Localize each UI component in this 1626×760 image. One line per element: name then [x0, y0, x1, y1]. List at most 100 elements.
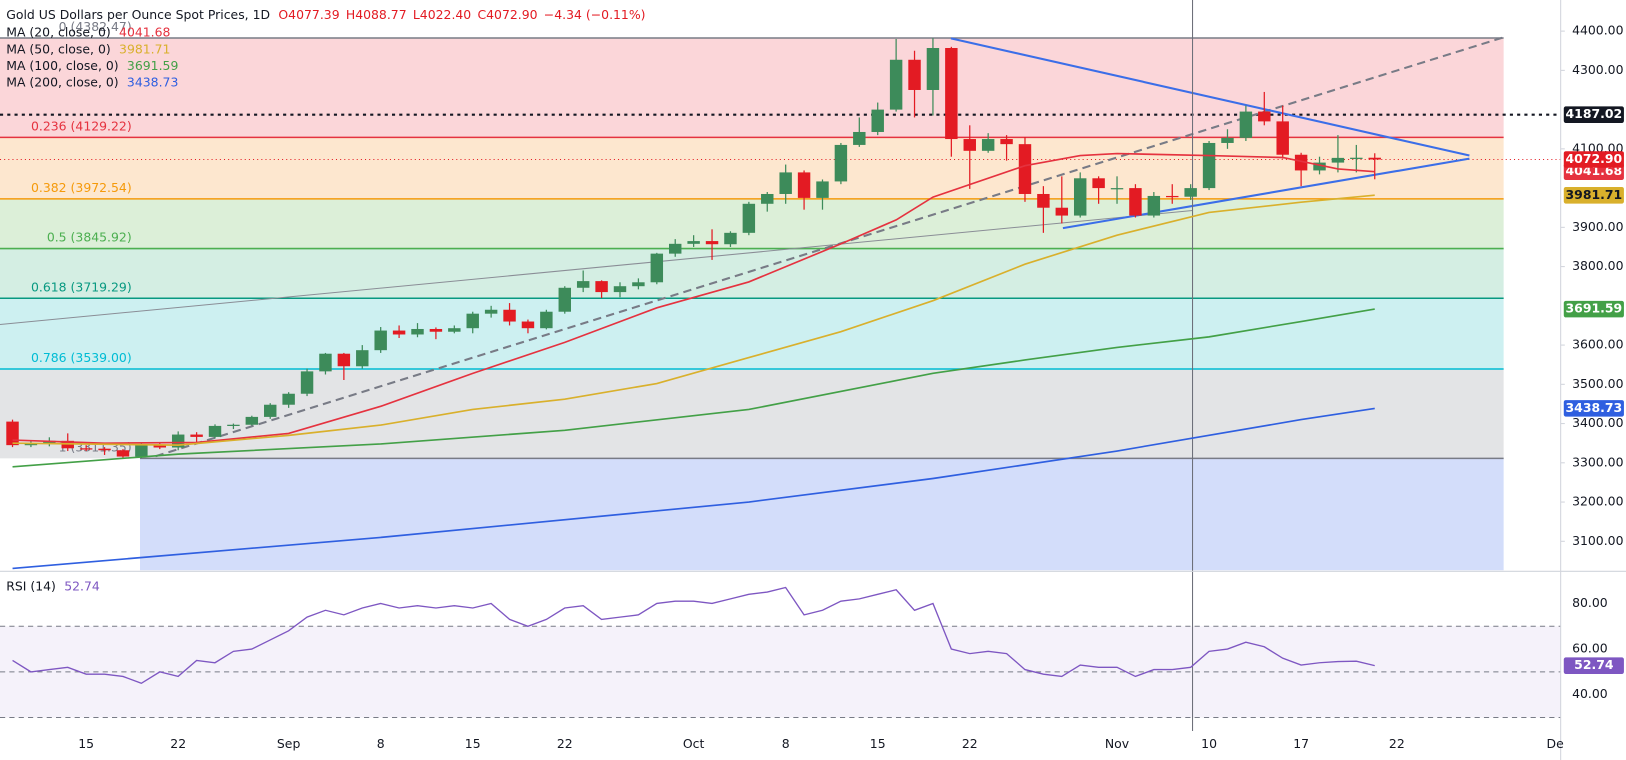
ohlc-value: L4022.40: [413, 7, 471, 22]
fib-zone: [139, 458, 1504, 571]
candle-body: [1239, 111, 1253, 138]
candle-body: [669, 243, 682, 254]
moving-average: [12, 407, 1375, 570]
legend-name: MA (100, close, 0): [6, 58, 118, 73]
candle-body: [1276, 121, 1289, 155]
price-tag-label: 4187.02: [1566, 106, 1623, 121]
x-tick-label: 15: [78, 736, 94, 751]
legend-value: 3691.59: [127, 58, 179, 73]
ohlc-value: O4077.39: [278, 7, 339, 22]
candle-body: [871, 109, 884, 132]
candle-body: [816, 181, 829, 198]
candle-body: [190, 434, 203, 437]
rsi-value: 52.74: [64, 578, 100, 593]
x-tick-label: Sep: [277, 736, 301, 751]
candle-body: [466, 313, 479, 329]
candle-body: [282, 393, 295, 405]
chart-title: Gold US Dollars per Ounce Spot Prices, 1…: [6, 7, 270, 22]
y-tick-label: 4300.00: [1572, 62, 1624, 77]
candle-body: [945, 47, 958, 140]
candle-body: [245, 416, 259, 425]
candle-body: [374, 330, 387, 351]
y-tick-label: 3600.00: [1572, 337, 1624, 352]
x-tick-label: 15: [465, 736, 481, 751]
rsi-tick-label: 80.00: [1572, 595, 1608, 610]
fib-label: 0.786 (3539.00): [31, 350, 132, 365]
x-tick-label: 22: [170, 736, 186, 751]
x-tick-label: De: [1547, 736, 1564, 751]
candle-body: [1368, 157, 1381, 160]
candle-body: [595, 281, 608, 293]
x-tick-label: 8: [377, 736, 385, 751]
legend-name: MA (50, close, 0): [6, 41, 111, 56]
candle-body: [411, 328, 424, 335]
candle-body: [98, 448, 111, 451]
rsi-name: RSI (14): [6, 578, 56, 593]
series-layer: 4400.004300.004100.003900.003800.003600.…: [6, 23, 1624, 751]
candle-body: [1055, 207, 1069, 216]
candle-body: [558, 287, 571, 312]
candle-body: [448, 328, 461, 332]
candle-body: [632, 282, 645, 287]
fib-label: 0.236 (4129.22): [31, 119, 132, 134]
candle-body: [650, 253, 664, 283]
price-tag: [1563, 151, 1624, 168]
candle-body: [43, 440, 56, 444]
ohlc-value: −4.34 (−0.11%): [544, 7, 646, 22]
fib-label: 0.618 (3719.29): [31, 279, 132, 294]
candle-body: [392, 330, 406, 335]
candle-body: [79, 448, 93, 450]
candle-body: [1037, 193, 1050, 208]
candle-body: [116, 450, 130, 457]
candle-body: [227, 424, 240, 426]
candle-body: [1147, 195, 1161, 216]
candle-body: [981, 139, 995, 151]
price-tag-label: 3981.71: [1566, 187, 1623, 202]
x-tick-label: 17: [1293, 736, 1309, 751]
candle-body: [337, 353, 351, 367]
candle-body: [761, 193, 774, 204]
y-tick-label: 3300.00: [1572, 454, 1624, 469]
rsi-tag-label: 52.74: [1574, 657, 1614, 672]
moving-average: [12, 308, 1375, 468]
legend-name: MA (200, close, 0): [6, 74, 118, 89]
candle-body: [521, 321, 535, 329]
moving-average: [12, 152, 1375, 444]
y-tick-label: 3900.00: [1572, 219, 1624, 234]
ohlc-value: H4088.77: [346, 7, 407, 22]
candle-body: [1313, 162, 1326, 171]
candle-body: [1092, 178, 1105, 189]
candle-body: [889, 59, 903, 110]
candle-body: [613, 286, 627, 293]
fib-zone: [0, 369, 1504, 459]
candle-body: [24, 443, 38, 446]
price-tag: [1563, 106, 1624, 123]
candle-body: [1018, 144, 1032, 194]
fib-zone: [0, 298, 1504, 370]
x-tick-label: 10: [1201, 736, 1217, 751]
candle-body: [1350, 157, 1363, 159]
candle-body: [1294, 154, 1308, 171]
candle-body: [153, 444, 167, 448]
candle-body: [1110, 188, 1124, 190]
price-tag: [1563, 300, 1624, 318]
candle-body: [1129, 188, 1142, 216]
y-tick-label: 3500.00: [1572, 376, 1624, 391]
price-tag: [1563, 186, 1624, 204]
fib-label: 0.382 (3972.54): [31, 180, 132, 195]
x-tick-label: 22: [557, 736, 573, 751]
fib-label: 0.5 (3845.92): [47, 230, 132, 245]
candle-body: [6, 421, 19, 446]
rsi-tag: [1563, 657, 1624, 674]
candle-body: [926, 47, 940, 90]
legend: Gold US Dollars per Ounce Spot Prices, 1…: [6, 7, 645, 593]
candle-body: [963, 139, 976, 151]
x-tick-label: 8: [782, 736, 790, 751]
triangle-lower: [1062, 157, 1470, 230]
y-tick-label: 4400.00: [1572, 23, 1624, 38]
triangle-upper: [950, 37, 1470, 157]
candle-body: [1258, 111, 1271, 122]
y-tick-label: 3800.00: [1572, 258, 1624, 273]
price-tag-label: 3438.73: [1566, 400, 1623, 415]
fib-label: 0 (4382.47): [59, 19, 132, 34]
